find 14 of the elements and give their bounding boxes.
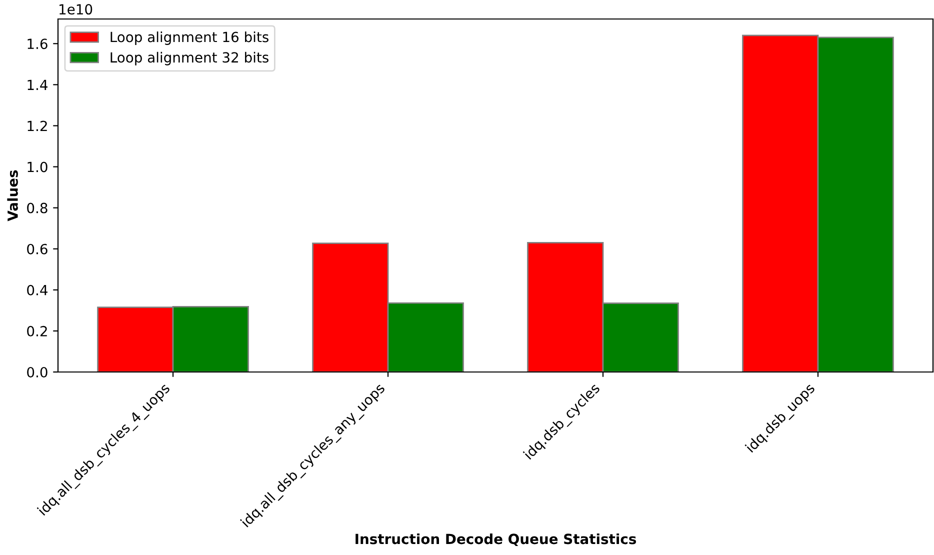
y-tick-label: 1.2 <box>28 120 47 131</box>
x-axis-title: Instruction Decode Queue Statistics <box>356 533 636 546</box>
y-tick-label: 0.8 <box>27 202 48 214</box>
y-axis-title: Values <box>7 170 18 222</box>
text: 1e10 <box>60 4 92 15</box>
y-tick-label: 0.6 <box>27 244 48 254</box>
y-tick-label: 0.2 <box>27 326 47 336</box>
y-tick-label: 0.0 <box>27 366 48 378</box>
legend-label: Loop alignment 32 bits <box>110 52 268 66</box>
y-tick-label: 1.4 <box>28 80 48 90</box>
y-tick-label: 0.4 <box>27 284 48 296</box>
y-tick-label: 1.0 <box>28 162 48 172</box>
legend-label: Loop alignment 16 bits <box>110 32 268 45</box>
y-tick-label: 1.6 <box>28 38 48 50</box>
